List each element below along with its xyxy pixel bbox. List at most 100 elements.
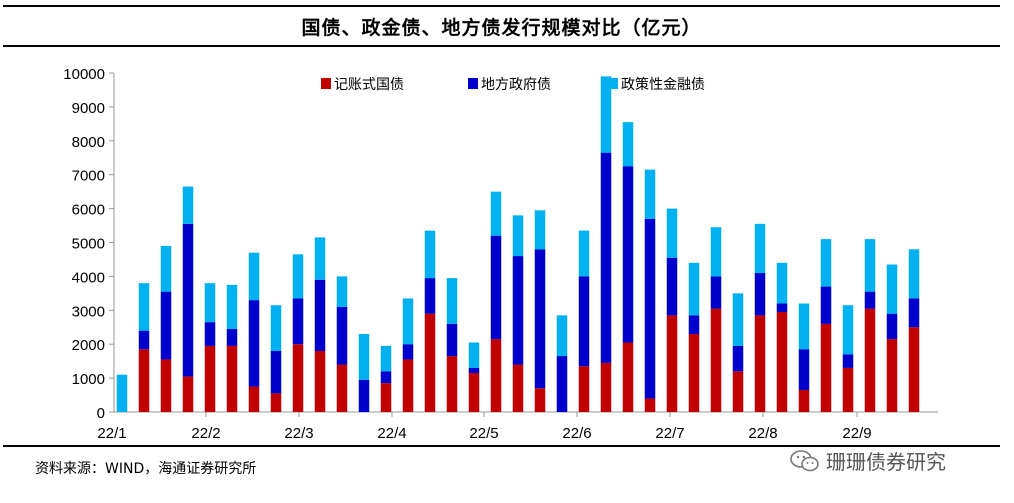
bar-segment xyxy=(512,215,524,257)
bottom-rule xyxy=(3,445,1000,447)
bar-segment xyxy=(688,262,700,316)
bar-segment xyxy=(578,366,590,412)
bar-segment xyxy=(270,305,282,351)
bar-segment xyxy=(182,376,194,412)
bar-segment xyxy=(754,273,766,316)
bar-segment xyxy=(842,367,854,412)
bar-segment xyxy=(248,386,260,412)
bar-segment xyxy=(534,210,546,250)
bar-segment xyxy=(182,186,194,224)
title-bar: 国债、政金债、地方债发行规模对比（亿元） xyxy=(3,5,1000,43)
bar-segment xyxy=(270,350,282,394)
bar-segment xyxy=(402,298,414,345)
bar-segment xyxy=(710,308,722,412)
bar-segment xyxy=(908,249,920,299)
bar-segment xyxy=(380,345,392,372)
bar-segment xyxy=(578,276,590,367)
bar-segment xyxy=(886,264,898,314)
bar-segment xyxy=(798,349,810,390)
bar-segment xyxy=(446,278,458,324)
bar-segment xyxy=(314,237,326,280)
bar-segment xyxy=(248,300,260,387)
bar-segment xyxy=(622,166,634,343)
bar-segment xyxy=(556,315,568,357)
y-tick-label: 9000 xyxy=(72,100,105,117)
x-tick-label: 22/5 xyxy=(469,425,498,442)
bar-segment xyxy=(270,393,282,412)
bar-segment xyxy=(820,323,832,412)
watermark-text: 珊珊债券研究 xyxy=(826,450,946,474)
top-rule xyxy=(3,5,1000,7)
bar-segment xyxy=(138,349,150,412)
bar-segment xyxy=(622,342,634,412)
bar-segment xyxy=(754,223,766,274)
bar-segment xyxy=(468,342,480,368)
bar-segment xyxy=(512,364,524,412)
bar-segment xyxy=(886,339,898,412)
bar-segment xyxy=(776,303,788,312)
bar-segment xyxy=(864,239,876,292)
bar-segment xyxy=(732,345,744,372)
legend-label: 记账式国债 xyxy=(334,76,404,92)
bar-segment xyxy=(600,76,612,153)
bar-segment xyxy=(666,315,678,412)
y-tick-label: 3000 xyxy=(72,303,105,320)
chart-frame: 国债、政金债、地方债发行规模对比（亿元） 0 1000 2000 3000 4000 50… xyxy=(3,5,1000,495)
bar-segment xyxy=(820,239,832,287)
legend-swatch xyxy=(468,78,478,89)
y-tick-label: 8000 xyxy=(72,134,105,151)
bar-segment xyxy=(754,315,766,412)
bar-segment xyxy=(116,374,128,412)
x-tick-label: 22/7 xyxy=(655,425,684,442)
y-tick-label: 0 xyxy=(97,405,105,422)
bar-segment xyxy=(666,257,678,316)
bar-segment xyxy=(644,169,656,219)
x-tick-label: 22/3 xyxy=(284,425,313,442)
bar-segment xyxy=(424,313,436,412)
bar-segment xyxy=(908,327,920,412)
bar-segment xyxy=(402,344,414,360)
bar-segment xyxy=(336,306,348,365)
bar-segment xyxy=(908,298,920,328)
watermark: 珊珊债券研究 xyxy=(790,446,946,475)
title-rule xyxy=(3,45,1000,47)
x-tick-label: 22/1 xyxy=(97,425,126,442)
bar-segment xyxy=(490,339,502,412)
bar-segment xyxy=(160,245,172,292)
bar-segment xyxy=(204,283,216,323)
bar-segment xyxy=(358,334,370,380)
bar-segment xyxy=(490,191,502,236)
x-tick-label: 22/9 xyxy=(842,425,871,442)
bar-segment xyxy=(424,278,436,314)
bar-segment xyxy=(182,223,194,377)
bar-segment xyxy=(336,276,348,307)
bar-segment xyxy=(864,291,876,309)
y-tick-label: 6000 xyxy=(72,202,105,219)
bar-segment xyxy=(534,249,546,389)
bar-segment xyxy=(600,362,612,412)
bar-segment xyxy=(864,308,876,412)
bar-segment xyxy=(688,334,700,412)
bar-segment xyxy=(688,315,700,335)
bar-segment xyxy=(666,208,678,258)
bar-segment xyxy=(798,389,810,412)
x-tick-label: 22/4 xyxy=(377,425,406,442)
bar-segment xyxy=(842,305,854,355)
bar-segment xyxy=(226,284,238,329)
bar-segment xyxy=(886,313,898,340)
chart-title: 国债、政金债、地方债发行规模对比（亿元） xyxy=(301,17,702,39)
wechat-icon xyxy=(790,449,819,471)
bar-segment xyxy=(424,230,436,279)
bar-segment xyxy=(512,256,524,365)
y-tick-label: 7000 xyxy=(72,168,105,185)
bar-segment xyxy=(160,291,172,360)
x-tick-label: 22/6 xyxy=(562,425,591,442)
bar-segment xyxy=(732,371,744,412)
x-tick-label: 22/2 xyxy=(191,425,220,442)
bar-segment xyxy=(644,218,656,399)
y-tick-label: 10000 xyxy=(63,66,105,83)
bar-segment xyxy=(314,279,326,351)
y-tick-label: 2000 xyxy=(72,337,105,354)
bar-segment xyxy=(380,383,392,412)
bar-segment xyxy=(534,388,546,412)
